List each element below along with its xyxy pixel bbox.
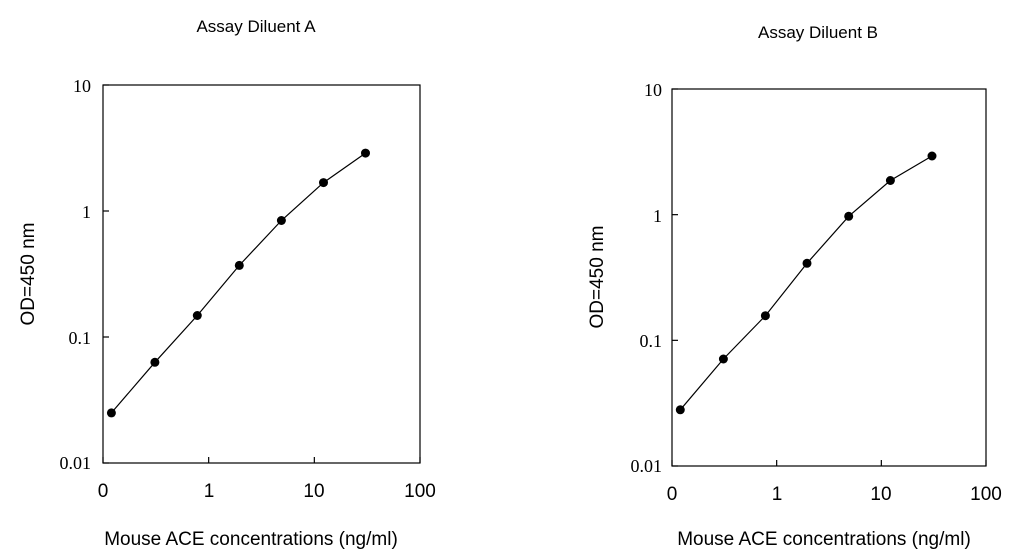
data-point <box>150 357 160 367</box>
plot-frame <box>671 88 987 467</box>
y-axis-label: OD=450 nm <box>587 226 608 329</box>
data-point <box>760 311 770 321</box>
x-tick-label-1: 1 <box>204 481 215 502</box>
y-tick-label-0-1: 0.1 <box>69 328 92 348</box>
y-axis-label: OD=450 nm <box>18 223 39 326</box>
x-tick-label-10: 10 <box>303 481 324 502</box>
x-tick-label-100: 100 <box>970 484 1002 505</box>
data-point <box>927 151 937 161</box>
x-axis-label: Mouse ACE concentrations (ng/ml) <box>677 529 971 550</box>
data-point <box>319 178 328 188</box>
y-tick-label-10: 10 <box>73 76 91 96</box>
chart-panel-b: Assay Diluent B 10 1 0.1 0.01 0 1 10 100… <box>587 23 1002 550</box>
x-tick-label-0: 0 <box>98 481 109 502</box>
series-line <box>110 152 366 414</box>
series-line <box>679 155 933 411</box>
plot-marks <box>671 88 987 467</box>
data-point <box>192 311 202 320</box>
data-point <box>718 354 728 364</box>
y-tick-label-10: 10 <box>644 80 662 100</box>
data-point <box>675 405 685 415</box>
data-point <box>885 176 895 185</box>
chart-title: Assay Diluent A <box>196 17 316 36</box>
x-tick-label-100: 100 <box>404 481 436 502</box>
y-tick-label-0-1: 0.1 <box>640 331 663 351</box>
data-point <box>234 260 244 270</box>
chart-panel-a: Assay Diluent A 10 1 0.1 0.01 0 1 10 100… <box>18 17 436 550</box>
data-point <box>361 148 370 158</box>
x-tick-label-1: 1 <box>772 484 783 505</box>
chart-title: Assay Diluent B <box>758 23 878 42</box>
plot-frame <box>102 84 421 464</box>
data-point <box>844 211 854 221</box>
y-tick-label-1: 1 <box>653 206 662 226</box>
plot-marks <box>102 84 421 464</box>
data-point <box>276 216 286 225</box>
y-tick-label-0-01: 0.01 <box>631 456 663 476</box>
x-tick-label-10: 10 <box>870 484 891 505</box>
data-point <box>802 258 812 268</box>
data-point <box>106 408 116 418</box>
x-tick-label-0: 0 <box>667 484 678 505</box>
y-tick-label-1: 1 <box>82 202 91 222</box>
y-tick-label-0-01: 0.01 <box>60 453 92 473</box>
x-axis-label: Mouse ACE concentrations (ng/ml) <box>104 529 398 550</box>
